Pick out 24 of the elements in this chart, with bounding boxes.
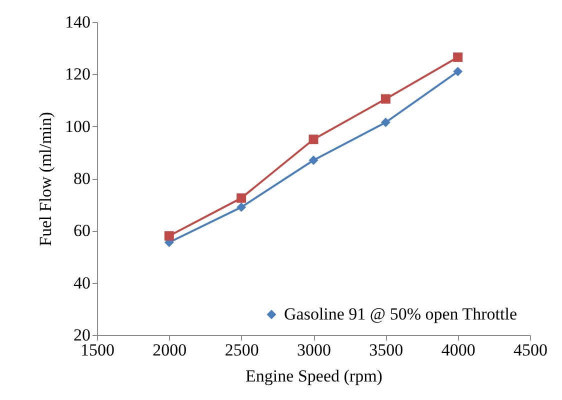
point (164, 231, 174, 241)
point (453, 66, 463, 76)
x-tick-label: 2000 (152, 340, 187, 360)
y-tick-label: 80 (74, 169, 90, 188)
point (236, 193, 246, 203)
y-tick-label: 140 (65, 12, 90, 32)
point (453, 52, 463, 62)
y-axis-title: Fuel Flow (ml/min) (36, 112, 55, 246)
x-tick-label: 4500 (514, 340, 548, 360)
x-axis-title: Engine Speed (rpm) (246, 366, 382, 386)
point (236, 202, 246, 212)
x-tick-label: 2500 (224, 340, 259, 360)
y-tick-label: 60 (74, 221, 90, 240)
y-tick-label: 40 (74, 273, 90, 292)
x-tick-label: 4000 (441, 340, 476, 360)
y-tick-label: 100 (65, 116, 90, 136)
x-tick-label: 3000 (297, 340, 331, 360)
point (380, 118, 390, 128)
y-tick-label: 120 (65, 64, 90, 84)
point (380, 94, 390, 104)
point (308, 134, 318, 144)
x-tick-label: 3500 (369, 340, 404, 360)
point (308, 156, 318, 165)
legend-label: Gasoline 91 @ 50% open Throttle (284, 304, 517, 324)
